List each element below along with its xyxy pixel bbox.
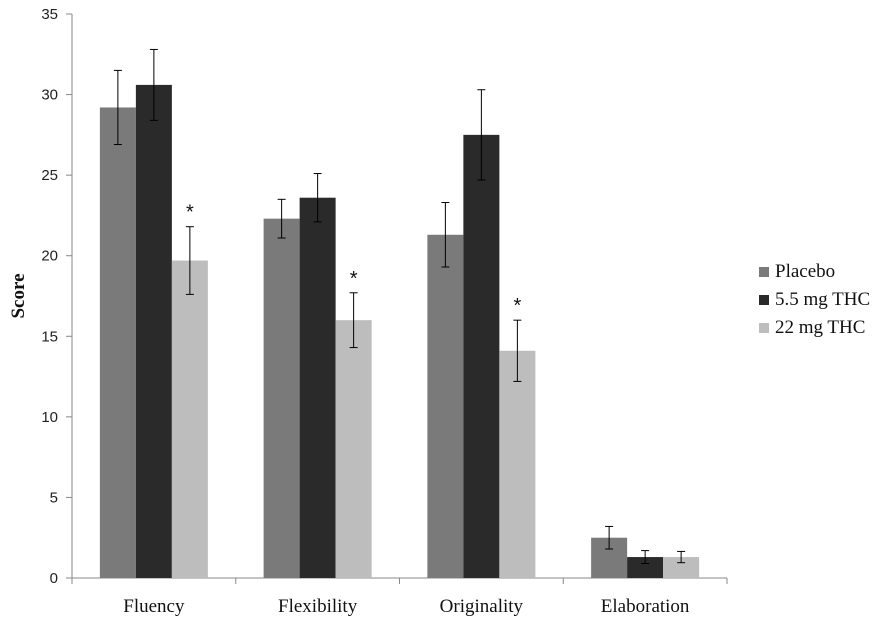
y-tick-label: 20 xyxy=(41,248,58,265)
y-tick-label: 30 xyxy=(41,87,58,104)
significance-marker: * xyxy=(350,268,358,290)
y-tick-label: 0 xyxy=(50,570,58,587)
bar-flexibility-2 xyxy=(335,320,372,578)
significance-marker: * xyxy=(513,295,521,317)
bar-elaboration-2 xyxy=(663,557,700,578)
bar-originality-0 xyxy=(427,234,464,578)
bar-flexibility-0 xyxy=(263,218,300,578)
bar-elaboration-1 xyxy=(627,557,664,578)
category-label-fluency: Fluency xyxy=(123,596,185,617)
legend-label-1: 5.5 mg THC xyxy=(775,289,870,310)
legend-label-0: Placebo xyxy=(775,261,835,282)
legend-swatch-1 xyxy=(759,295,769,305)
bar-fluency-1 xyxy=(135,84,172,578)
legend-swatch-0 xyxy=(759,267,769,277)
bar-flexibility-1 xyxy=(299,197,336,578)
y-axis-title: Score xyxy=(8,273,29,318)
y-tick-label: 25 xyxy=(41,167,58,184)
legend-label-2: 22 mg THC xyxy=(775,317,865,338)
legend-swatch-2 xyxy=(759,323,769,333)
y-tick-label: 5 xyxy=(50,489,58,506)
y-tick-label: 15 xyxy=(41,328,58,345)
significance-marker: * xyxy=(186,202,194,224)
category-label-originality: Originality xyxy=(440,596,524,617)
bar-originality-1 xyxy=(463,134,500,578)
bar-fluency-2 xyxy=(171,260,208,578)
y-tick-label: 10 xyxy=(41,409,58,426)
bar-fluency-0 xyxy=(99,107,136,578)
category-label-elaboration: Elaboration xyxy=(601,596,690,617)
y-tick-label: 35 xyxy=(41,6,58,23)
bar-originality-2 xyxy=(499,350,536,578)
category-label-flexibility: Flexibility xyxy=(278,596,358,617)
